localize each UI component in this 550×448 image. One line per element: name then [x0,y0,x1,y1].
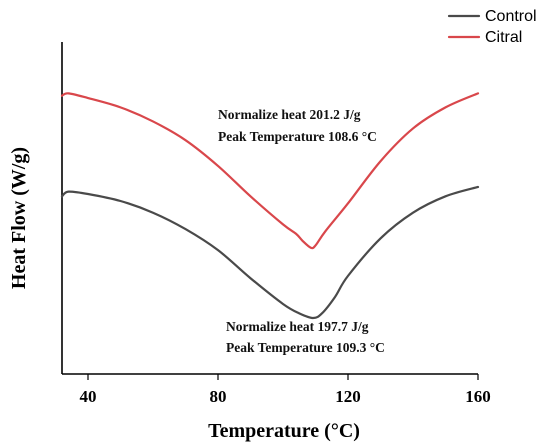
legend: Control Citral [447,8,537,46]
y-axis-title: Heat Flow (W/g) [8,147,30,289]
control-peak-temperature-label: Peak Temperature 109.3 °C [226,340,385,355]
axes-layer [61,42,478,375]
x-tick-label: 160 [465,387,491,406]
control-normalize-heat-label: Normalize heat 197.7 J/g [226,319,369,334]
citral-peak-temperature-label: Peak Temperature 108.6 °C [218,129,377,144]
citral-normalize-heat-label: Normalize heat 201.2 J/g [218,107,361,122]
series-layer [60,92,480,320]
annotation-layer: Normalize heat 201.2 J/g Peak Temperatur… [218,107,385,355]
legend-label-citral: Citral [485,29,522,46]
series-line-citral [60,92,480,250]
x-tick-label: 120 [335,387,361,406]
ticks-layer: 40 80 120 160 [80,374,491,406]
series-line-control [60,185,480,320]
legend-label-control: Control [485,8,537,25]
x-tick-label: 40 [80,387,97,406]
x-tick-label: 80 [210,387,227,406]
x-axis-title: Temperature (°C) [208,420,360,442]
